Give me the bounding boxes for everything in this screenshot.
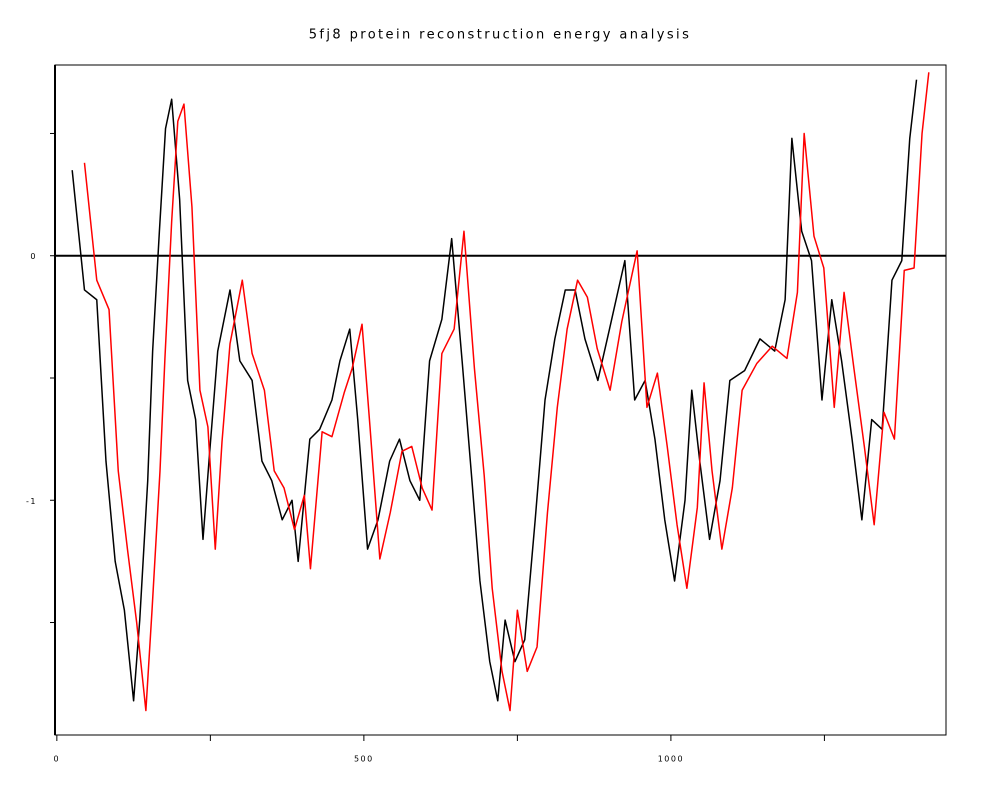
series-line (71, 79, 918, 702)
series-line (83, 72, 930, 712)
y-tick-label: 0 (30, 252, 37, 261)
x-tick-label: 0 (54, 755, 61, 764)
x-tick-label: 500 (354, 755, 374, 764)
x-tick-label: 1000 (658, 755, 684, 764)
y-tick-label: -1 (26, 497, 37, 506)
chart-title: 5fj8 protein reconstruction energy analy… (309, 28, 692, 43)
